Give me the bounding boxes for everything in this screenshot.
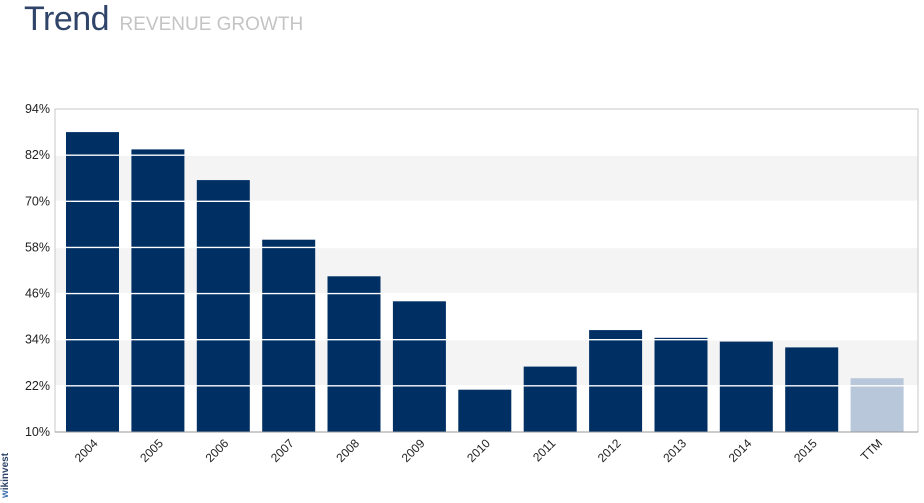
y-tick-label: 22% xyxy=(25,379,50,393)
bar-ttm xyxy=(850,378,904,432)
y-tick-label: 10% xyxy=(25,425,50,439)
bar-2005 xyxy=(131,149,185,432)
x-tick-label: 2011 xyxy=(530,436,558,464)
x-tick-label: 2015 xyxy=(791,436,820,465)
bar-2006 xyxy=(196,180,250,432)
brand-w: w xyxy=(0,490,11,498)
bar-2009 xyxy=(392,301,446,432)
x-tick-label: 2004 xyxy=(72,436,101,465)
bar-2004 xyxy=(66,132,119,432)
x-tick-label: 2007 xyxy=(268,436,297,465)
y-tick-label: 58% xyxy=(25,240,50,254)
bar-2014 xyxy=(719,341,773,432)
x-tick-label: 2008 xyxy=(333,436,362,465)
x-tick-label: 2006 xyxy=(203,436,232,465)
bar-2008 xyxy=(327,276,381,432)
brand-rest: ikinvest xyxy=(0,452,11,491)
y-tick-label: 46% xyxy=(25,287,50,301)
bar-2015 xyxy=(785,347,839,432)
bar-2007 xyxy=(262,239,316,432)
wikinvest-logo: wikinvest xyxy=(0,453,11,498)
y-tick-label: 82% xyxy=(25,148,50,162)
grid-band xyxy=(55,155,918,202)
y-tick-label: 70% xyxy=(25,194,50,208)
x-tick-label: TTM xyxy=(858,436,885,463)
x-tick-label: 2009 xyxy=(399,436,428,465)
bar-2013 xyxy=(654,337,708,432)
y-tick-label: 94% xyxy=(25,102,50,116)
x-tick-label: 2013 xyxy=(660,436,689,465)
bar-2011 xyxy=(523,366,577,432)
chart-subtitle: REVENUE GROWTH xyxy=(119,14,304,35)
grid-band xyxy=(55,247,918,294)
x-tick-label: 2012 xyxy=(595,436,624,465)
y-tick-label: 34% xyxy=(25,333,50,347)
chart-title: Trend xyxy=(24,0,110,38)
bar-2010 xyxy=(458,389,512,432)
x-tick-label: 2010 xyxy=(464,436,493,465)
x-tick-label: 2005 xyxy=(137,436,166,465)
x-tick-label: 2014 xyxy=(726,436,755,465)
bar-2012 xyxy=(589,330,643,432)
chart-header: Trend REVENUE GROWTH xyxy=(24,0,303,39)
